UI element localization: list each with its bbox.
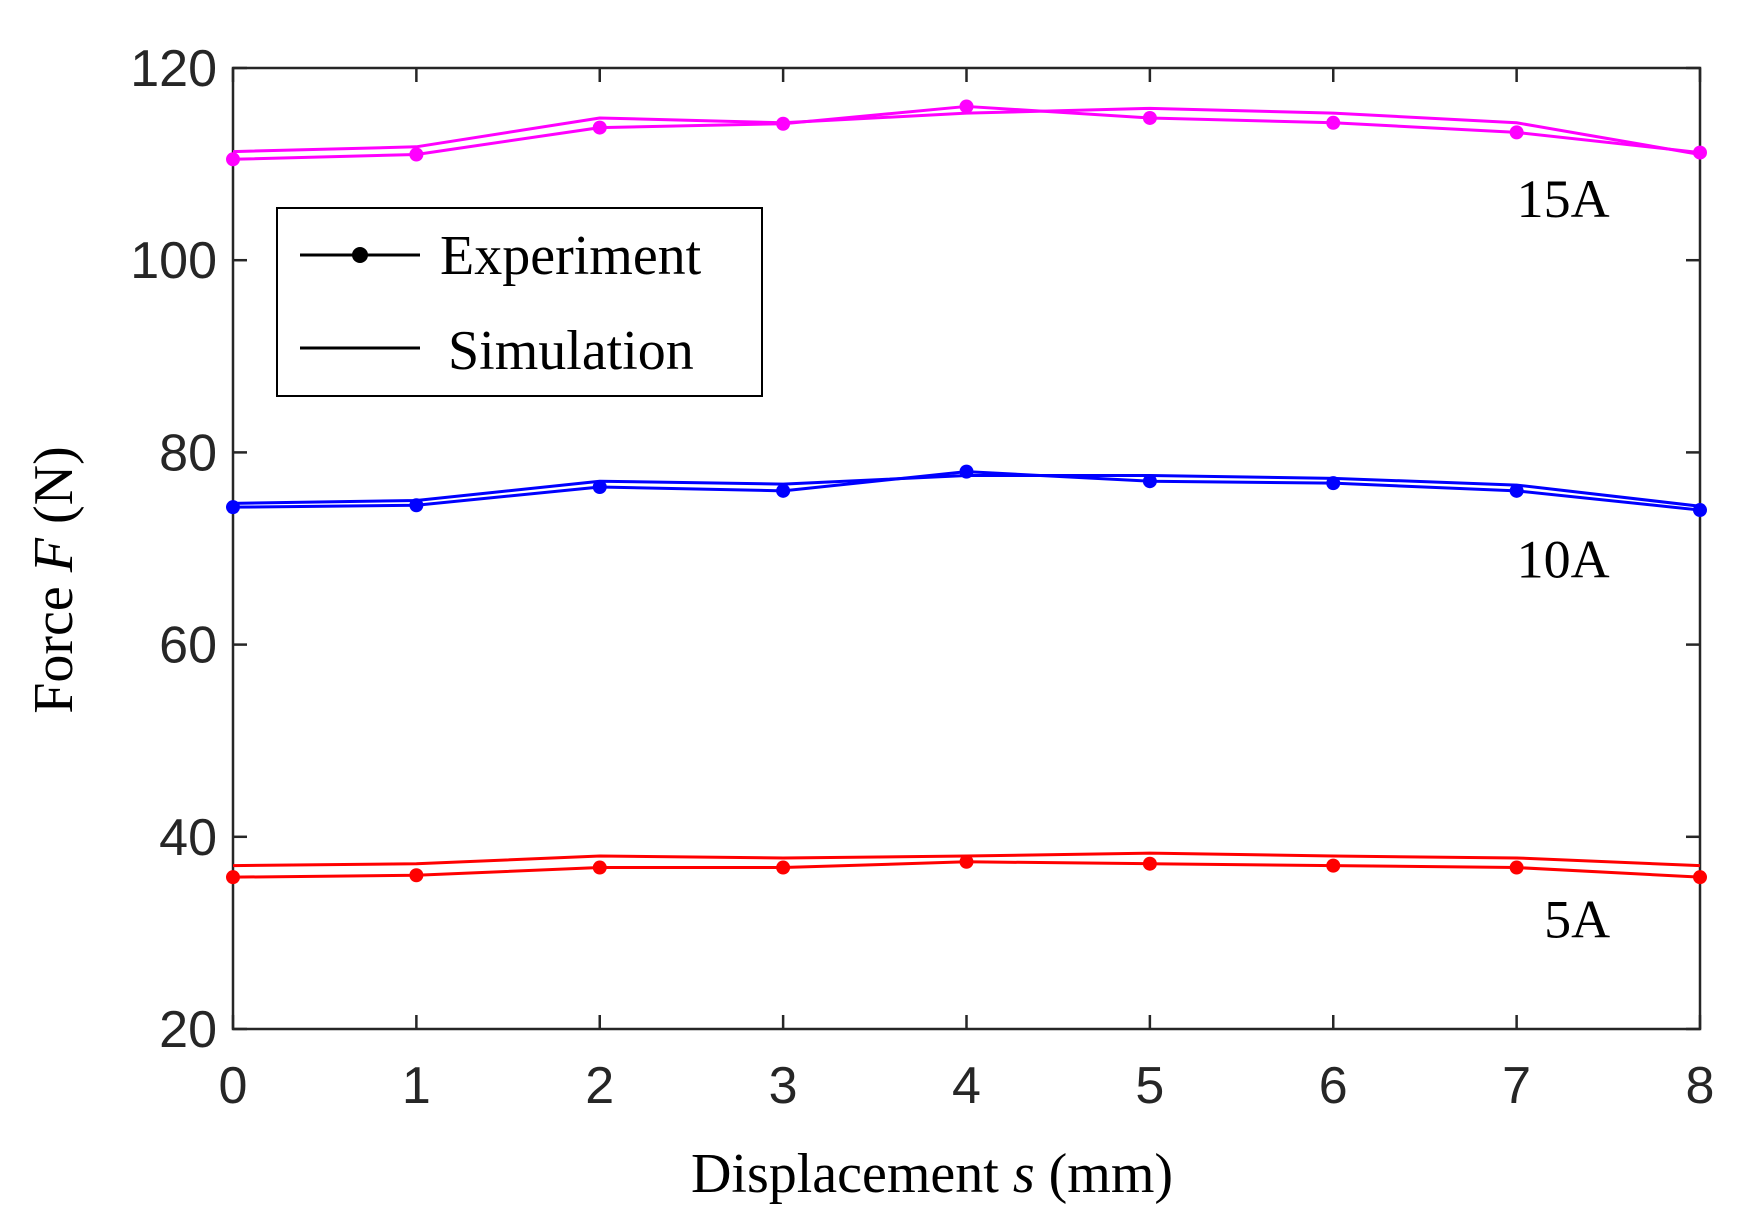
series-label-10a: 10A [1517,529,1610,589]
legend-simulation-label: Simulation [448,320,694,382]
series-10a-simulation [232,473,1701,508]
x-tick-label-6: 6 [1319,1057,1348,1115]
point-15a-experiment-0 [226,152,240,167]
point-5a-experiment-6 [1326,858,1341,873]
point-5a-experiment-8 [1693,870,1707,885]
y-tick-label-40: 40 [159,809,217,867]
series-5a-experiment [226,854,1707,885]
x-tick-label-5: 5 [1135,1057,1164,1115]
point-5a-experiment-1 [409,868,424,883]
x-tick-label-3: 3 [769,1057,798,1115]
x-tick-label-8: 8 [1686,1057,1715,1115]
x-tick-label-2: 2 [585,1057,614,1115]
y-tick-label-80: 80 [159,424,217,482]
y-tick-label-100: 100 [130,232,217,290]
x-tick-label-1: 1 [402,1057,431,1115]
point-10a-experiment-5 [1142,474,1157,489]
point-5a-experiment-3 [776,860,791,875]
series-label-15a: 15A [1517,169,1610,229]
legend-box [276,207,763,397]
y-tick-label-20: 20 [159,1001,217,1059]
point-15a-experiment-8 [1693,145,1707,160]
x-tick-label-7: 7 [1502,1057,1531,1115]
series-5a-simulation [232,851,1701,868]
series-line-5a-simulation [232,851,1701,868]
point-5a-experiment-7 [1509,860,1524,875]
series-15a-experiment [226,99,1707,167]
y-tick-label-60: 60 [159,617,217,675]
series-line-15a-simulation [232,106,1701,156]
point-15a-experiment-7 [1509,125,1524,140]
point-15a-experiment-2 [592,120,607,135]
point-15a-experiment-4 [959,99,974,114]
point-5a-experiment-0 [226,870,240,885]
x-tick-label-0: 0 [219,1057,248,1115]
legend-experiment-marker [352,247,368,263]
point-10a-experiment-2 [592,479,607,494]
y-axis-title: Force F (N) [23,446,85,713]
x-axis-title: Displacement s (mm) [691,1143,1173,1205]
legend: Experiment Simulation [276,207,763,397]
axis-ticks: 0 1 2 3 4 5 6 7 8 20 40 60 80 100 120 [130,40,1714,1115]
y-tick-label-120: 120 [130,40,217,98]
point-5a-experiment-2 [592,860,607,875]
point-15a-experiment-5 [1142,110,1157,125]
legend-experiment-label: Experiment [440,225,702,287]
point-15a-experiment-1 [409,147,424,162]
point-5a-experiment-5 [1142,856,1157,871]
series-label-5a: 5A [1544,890,1610,950]
annotation-layer: 15A 10A 5A [1517,169,1611,950]
point-10a-experiment-7 [1509,483,1524,498]
point-10a-experiment-3 [776,483,791,498]
point-15a-experiment-6 [1326,115,1341,130]
series-15a-simulation [232,106,1701,156]
point-5a-experiment-4 [959,854,974,869]
x-tick-label-4: 4 [952,1057,981,1115]
series-line-10a-simulation [232,473,1701,508]
series-layer [226,99,1707,885]
